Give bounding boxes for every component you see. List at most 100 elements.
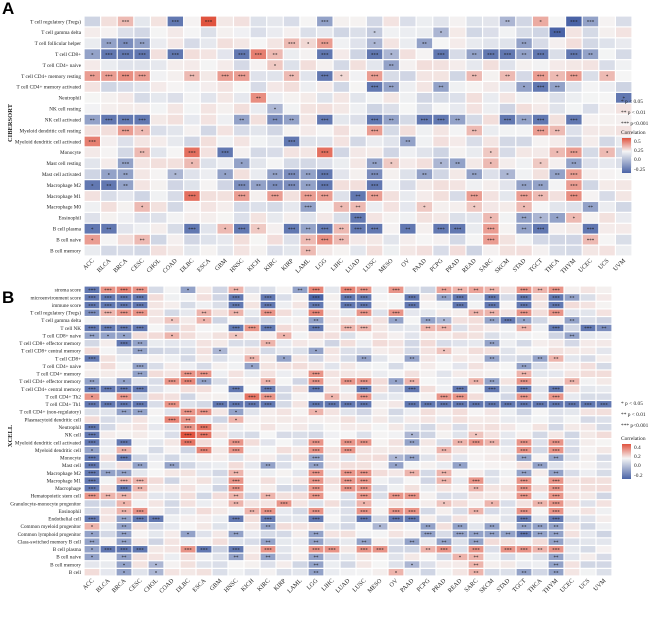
significance-mark: ** — [122, 533, 128, 538]
heatmap-cell — [420, 446, 436, 454]
heatmap-cell — [596, 523, 612, 530]
heatmap-cell — [549, 180, 565, 190]
heatmap-cell — [596, 546, 612, 553]
heatmap-cell — [404, 370, 420, 377]
heatmap-cell — [449, 212, 466, 223]
significance-mark: *** — [200, 434, 208, 439]
colorbar-b-title: Correlation — [621, 436, 646, 442]
heatmap-cell — [300, 147, 316, 158]
heatmap-cell — [300, 191, 316, 201]
heatmap-cell — [100, 340, 116, 347]
heatmap-cell — [500, 507, 516, 515]
heatmap-cell — [300, 114, 316, 125]
heatmap-cell — [324, 286, 340, 294]
heatmap-cell — [468, 446, 484, 454]
heatmap-cell — [582, 136, 599, 147]
heatmap-cell — [356, 393, 372, 400]
significance-mark: ** — [389, 119, 395, 124]
heatmap-cell — [420, 416, 436, 423]
heatmap-cell — [180, 515, 196, 522]
heatmap-cell — [228, 462, 244, 469]
heatmap-cell — [500, 309, 516, 316]
heatmap-cell — [433, 92, 449, 103]
heatmap-cell — [468, 393, 484, 400]
heatmap-cell — [260, 462, 276, 469]
heatmap-cell — [184, 202, 200, 212]
heatmap-cell — [244, 523, 260, 530]
heatmap-cell — [484, 401, 500, 408]
significance-mark: *** — [360, 381, 368, 386]
heatmap-cell — [449, 136, 466, 147]
heatmap-cell — [400, 223, 416, 234]
column-label: DLBC — [175, 577, 192, 594]
heatmap-cell — [449, 71, 466, 81]
heatmap-cell — [292, 515, 308, 522]
significance-mark: *** — [288, 141, 296, 146]
heatmap-cell — [276, 568, 292, 576]
heatmap-cell — [228, 568, 244, 576]
heatmap-cell — [260, 515, 276, 522]
heatmap-cell — [148, 347, 164, 355]
heatmap-cell — [468, 523, 484, 530]
heatmap-cell — [532, 136, 549, 147]
significance-mark: *** — [587, 239, 595, 244]
heatmap-cell — [180, 317, 196, 324]
heatmap-cell — [356, 462, 372, 469]
significance-mark: *** — [520, 381, 528, 386]
heatmap-cell — [148, 561, 164, 568]
heatmap-cell — [164, 553, 180, 561]
heatmap-cell — [340, 385, 356, 393]
heatmap-cell — [148, 485, 164, 492]
heatmap-cell — [196, 317, 212, 324]
heatmap-cell — [234, 234, 250, 245]
heatmap-cell — [500, 408, 516, 416]
heatmap-cell — [566, 245, 582, 256]
heatmap-cell — [134, 114, 150, 125]
heatmap-cell — [276, 309, 292, 316]
heatmap-cell — [499, 234, 516, 245]
heatmap-cell — [615, 103, 632, 114]
heatmap-cell — [100, 530, 116, 538]
significance-mark: * — [539, 217, 542, 222]
heatmap-cell — [466, 71, 482, 81]
heatmap-cell — [117, 158, 134, 169]
significance-mark: ** — [506, 533, 512, 538]
significance-mark: * — [573, 217, 576, 222]
heatmap-cell — [148, 317, 164, 324]
heatmap-cell — [499, 60, 516, 70]
heatmap-cell — [164, 431, 180, 439]
heatmap-cell — [340, 378, 356, 385]
heatmap-cell — [452, 530, 468, 538]
heatmap-cell — [228, 347, 244, 355]
heatmap-cell — [151, 27, 167, 38]
heatmap-cell — [532, 568, 548, 576]
heatmap-cell — [516, 439, 532, 446]
heatmap-cell — [372, 492, 388, 500]
heatmap-cell — [484, 317, 500, 324]
significance-mark: *** — [88, 434, 96, 439]
heatmap-cell — [300, 49, 316, 60]
heatmap-cell — [228, 530, 244, 538]
significance-mark: *** — [520, 388, 528, 393]
significance-mark: *** — [504, 53, 512, 58]
heatmap-cell — [196, 561, 212, 568]
significance-mark: ** — [239, 119, 245, 124]
heatmap-cell — [276, 485, 292, 492]
significance-mark: ** — [474, 289, 480, 294]
heatmap-cell — [416, 202, 433, 212]
heatmap-cell — [117, 27, 134, 38]
significance-mark: *** — [321, 21, 329, 26]
significance-mark: ** — [314, 556, 320, 561]
heatmap-cell — [350, 158, 366, 169]
heatmap-cell — [244, 416, 260, 423]
heatmap-cell — [484, 439, 500, 446]
heatmap-cell — [151, 38, 167, 49]
heatmap-cell — [366, 234, 383, 245]
heatmap-cell — [260, 492, 276, 500]
significance-mark: *** — [552, 297, 560, 302]
heatmap-cell — [372, 446, 388, 454]
sig-key-b-1: * p < 0.05 — [621, 401, 643, 407]
significance-mark: ** — [138, 342, 144, 347]
heatmap-cell — [500, 561, 516, 568]
heatmap-cell — [101, 223, 117, 234]
